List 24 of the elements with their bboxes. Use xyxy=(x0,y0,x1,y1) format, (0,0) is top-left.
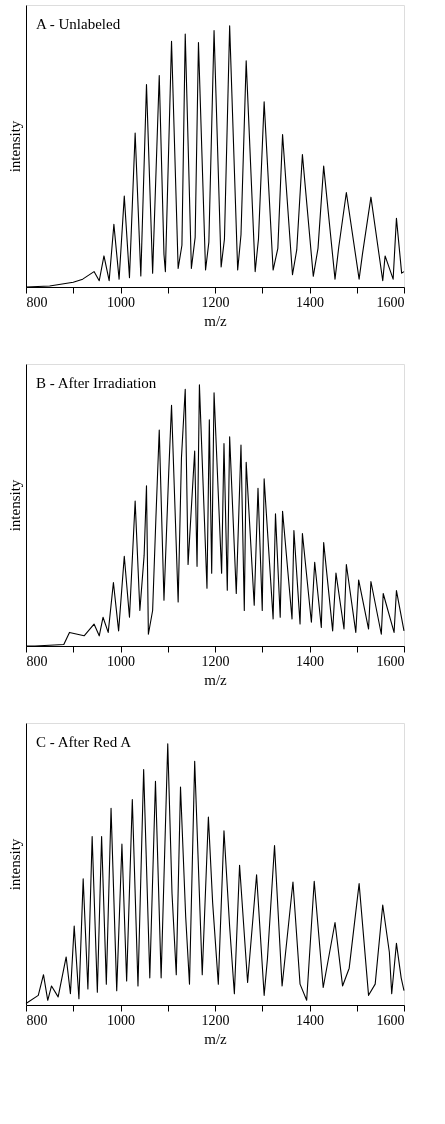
x-tick-label: 1600 xyxy=(376,1012,405,1028)
x-tick-label: 1400 xyxy=(296,294,324,310)
x-tick-label: 1600 xyxy=(376,653,405,669)
x-tick-label: 1200 xyxy=(201,1012,230,1028)
y-axis-title: intensity xyxy=(6,120,23,173)
x-axis-title: m/z xyxy=(204,1030,228,1047)
x-tick-label: 1200 xyxy=(201,294,230,310)
y-axis-title: intensity xyxy=(6,838,23,891)
x-tick-label: 800 xyxy=(26,653,48,669)
chart-title: C - After Red A xyxy=(36,734,132,750)
chart-title: A - Unlabeled xyxy=(36,16,121,32)
x-tick-label: 1000 xyxy=(107,294,135,310)
x-axis-title: m/z xyxy=(204,312,228,329)
x-tick-label: 1400 xyxy=(296,1012,324,1028)
x-axis-title: m/z xyxy=(204,671,228,688)
x-tick-label: 1600 xyxy=(376,294,405,310)
y-axis-title: intensity xyxy=(6,479,23,532)
chart-title: B - After Irradiation xyxy=(36,375,157,391)
x-tick-label: 1400 xyxy=(296,653,324,669)
x-tick-label: 1000 xyxy=(107,653,135,669)
x-tick-label: 1200 xyxy=(201,653,230,669)
x-tick-label: 800 xyxy=(26,1012,48,1028)
x-tick-label: 1000 xyxy=(107,1012,135,1028)
x-tick-label: 800 xyxy=(26,294,48,310)
